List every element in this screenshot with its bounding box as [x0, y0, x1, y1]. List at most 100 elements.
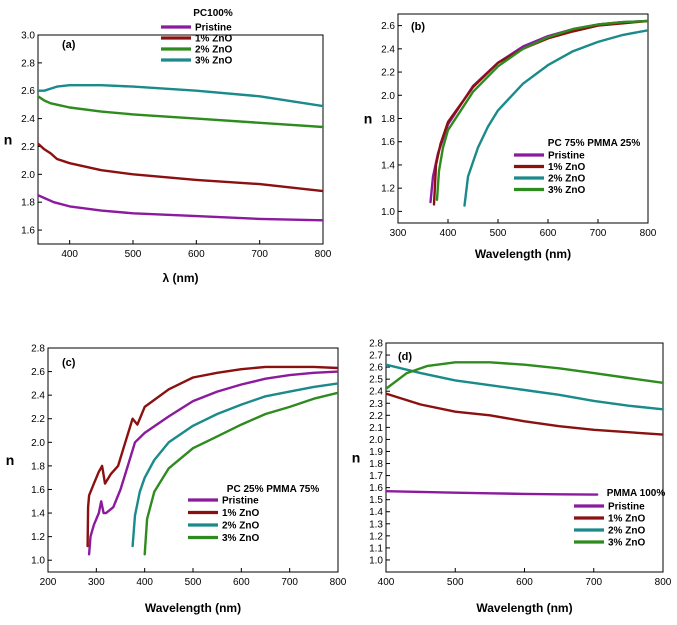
chart-title: PC 25% PMMA 75% [227, 484, 320, 495]
y-tick-label: 1.6 [21, 226, 35, 237]
series-line-1-zno [86, 365, 338, 548]
y-tick-label: 1.3 [369, 519, 383, 530]
series-line-pristine [87, 370, 338, 556]
series-line-2-zno [386, 363, 663, 411]
y-tick-label: 2.6 [381, 21, 395, 32]
y-tick-label: 2.2 [31, 414, 45, 425]
series-line-pristine [429, 19, 648, 204]
y-tick-label: 1.0 [31, 556, 45, 567]
legend-label-pristine: Pristine [222, 496, 259, 507]
y-tick-label: 2.0 [21, 170, 35, 181]
x-axis-label: Wavelength (nm) [145, 601, 241, 615]
chart-panel-1: 400 500 600 700 800 1.6 1.8 2.0 2.2 2.4 2.6 2.8 3.0 λ… [4, 8, 332, 285]
legend-label-2-zno: 2% ZnO [222, 521, 259, 532]
y-tick-label: 2.4 [21, 114, 35, 125]
panel-label: (d) [398, 351, 412, 363]
x-axis-label: λ (nm) [163, 271, 199, 285]
x-tick-label: 600 [540, 228, 557, 239]
y-tick-label: 2.2 [369, 411, 383, 422]
y-tick-label: 1.1 [369, 543, 383, 554]
y-tick-label: 1.8 [21, 198, 35, 209]
y-tick-label: 2.0 [31, 438, 45, 449]
x-tick-label: 800 [330, 577, 347, 588]
legend-label-3-zno: 3% ZnO [195, 56, 232, 67]
y-tick-label: 1.4 [381, 160, 395, 171]
x-tick-label: 400 [378, 577, 395, 588]
y-tick-label: 1.8 [381, 114, 395, 125]
y-tick-label: 2.5 [369, 375, 383, 386]
legend-label-1-zno: 1% ZnO [608, 514, 645, 525]
series-line-2-zno [463, 29, 648, 207]
x-tick-label: 700 [281, 577, 298, 588]
x-axis-label: Wavelength (nm) [475, 247, 571, 261]
x-tick-label: 500 [125, 249, 142, 260]
y-tick-label: 1.0 [381, 207, 395, 218]
panel-label: (b) [411, 21, 425, 33]
y-tick-label: 2.0 [369, 435, 383, 446]
y-tick-label: 2.4 [369, 387, 383, 398]
chart-panel-2: 300 400 500 600 700 800 1.0 1.2 1.4 1.6 1.8 2.0 2.2 2… [364, 13, 657, 261]
x-tick-label: 700 [585, 577, 602, 588]
x-tick-label: 600 [188, 249, 205, 260]
y-tick-label: 1.4 [369, 507, 383, 518]
legend-label-2-zno: 2% ZnO [608, 526, 645, 537]
plot-frame [37, 34, 324, 245]
y-tick-label: 2.2 [21, 142, 35, 153]
legend-label-2-zno: 2% ZnO [195, 45, 232, 56]
y-tick-label: 2.7 [369, 351, 383, 362]
y-tick-label: 1.6 [369, 483, 383, 494]
y-axis-label: n [352, 450, 361, 466]
y-tick-label: 2.6 [369, 363, 383, 374]
x-tick-label: 800 [640, 228, 657, 239]
chart-panel-4: 400 500 600 700 8001.01.11.21.31.41.51.61.71… [352, 339, 672, 616]
series-line-3-zno [38, 83, 323, 108]
y-tick-label: 2.2 [381, 68, 395, 79]
x-tick-label: 300 [88, 577, 105, 588]
x-tick-label: 700 [251, 249, 268, 260]
y-tick-label: 1.6 [381, 137, 395, 148]
legend-label-2-zno: 2% ZnO [548, 174, 585, 185]
y-tick-label: 2.8 [21, 58, 35, 69]
panel-label: (a) [62, 39, 76, 51]
series-line-1-zno [38, 142, 323, 193]
legend-label-pristine: Pristine [195, 23, 232, 34]
legend-label-3-zno: 3% ZnO [222, 533, 259, 544]
chart-title: PC100% [193, 8, 233, 19]
y-axis-label: n [6, 452, 15, 468]
y-tick-label: 1.8 [369, 459, 383, 470]
series-line-2-zno [38, 95, 323, 129]
chart-title: PC 75% PMMA 25% [548, 138, 641, 149]
y-tick-label: 1.0 [369, 555, 383, 566]
y-tick-label: 3.0 [21, 31, 35, 42]
x-axis-label: Wavelength (nm) [476, 601, 572, 615]
series-line-3-zno [143, 391, 338, 556]
y-axis-label: n [364, 111, 373, 127]
y-tick-label: 2.6 [21, 86, 35, 97]
y-tick-label: 2.8 [369, 339, 383, 350]
y-tick-label: 1.9 [369, 447, 383, 458]
series-line-2-zno [131, 382, 338, 548]
y-tick-label: 1.8 [31, 461, 45, 472]
x-tick-label: 600 [233, 577, 250, 588]
series-line-3-zno [435, 19, 648, 202]
y-tick-label: 2.8 [31, 344, 45, 355]
x-tick-label: 600 [516, 577, 533, 588]
x-tick-label: 500 [447, 577, 464, 588]
y-tick-label: 2.6 [31, 367, 45, 378]
x-tick-label: 400 [440, 228, 457, 239]
x-tick-label: 400 [136, 577, 153, 588]
series-line-pristine [38, 193, 323, 222]
y-tick-label: 1.2 [381, 184, 395, 195]
legend-label-3-zno: 3% ZnO [608, 538, 645, 549]
y-tick-label: 1.4 [31, 509, 45, 520]
y-tick-label: 2.4 [381, 44, 395, 55]
y-tick-label: 2.4 [31, 391, 45, 402]
x-tick-label: 700 [590, 228, 607, 239]
chart-title: PMMA 100% [607, 488, 666, 499]
legend-label-pristine: Pristine [608, 502, 645, 513]
y-tick-label: 1.7 [369, 471, 383, 482]
